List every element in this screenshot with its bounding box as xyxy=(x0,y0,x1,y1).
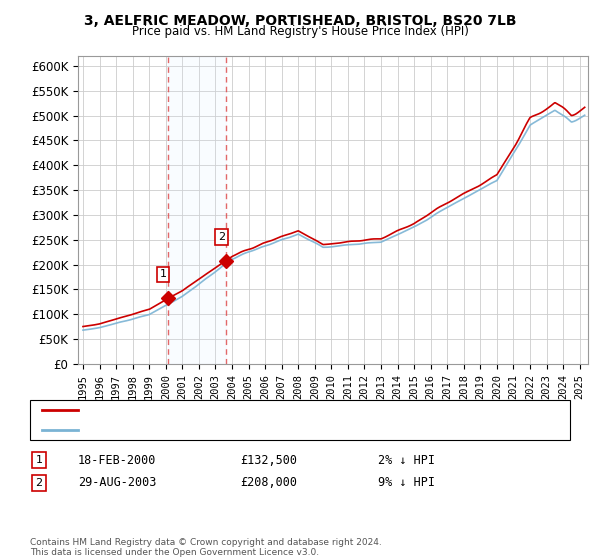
Text: 2: 2 xyxy=(35,478,43,488)
Text: £132,500: £132,500 xyxy=(240,454,297,467)
Text: 1: 1 xyxy=(35,455,43,465)
Text: 1: 1 xyxy=(160,269,166,279)
Text: Contains HM Land Registry data © Crown copyright and database right 2024.
This d: Contains HM Land Registry data © Crown c… xyxy=(30,538,382,557)
Text: 2% ↓ HPI: 2% ↓ HPI xyxy=(378,454,435,467)
Text: 3, AELFRIC MEADOW, PORTISHEAD, BRISTOL, BS20 7LB (detached house): 3, AELFRIC MEADOW, PORTISHEAD, BRISTOL, … xyxy=(84,405,467,415)
Text: 2: 2 xyxy=(218,232,225,242)
Text: 3, AELFRIC MEADOW, PORTISHEAD, BRISTOL, BS20 7LB: 3, AELFRIC MEADOW, PORTISHEAD, BRISTOL, … xyxy=(84,14,516,28)
Text: 29-AUG-2003: 29-AUG-2003 xyxy=(78,476,157,489)
Text: Price paid vs. HM Land Registry's House Price Index (HPI): Price paid vs. HM Land Registry's House … xyxy=(131,25,469,38)
Text: £208,000: £208,000 xyxy=(240,476,297,489)
Text: 9% ↓ HPI: 9% ↓ HPI xyxy=(378,476,435,489)
Text: HPI: Average price, detached house, North Somerset: HPI: Average price, detached house, Nort… xyxy=(84,425,359,435)
Text: 18-FEB-2000: 18-FEB-2000 xyxy=(78,454,157,467)
